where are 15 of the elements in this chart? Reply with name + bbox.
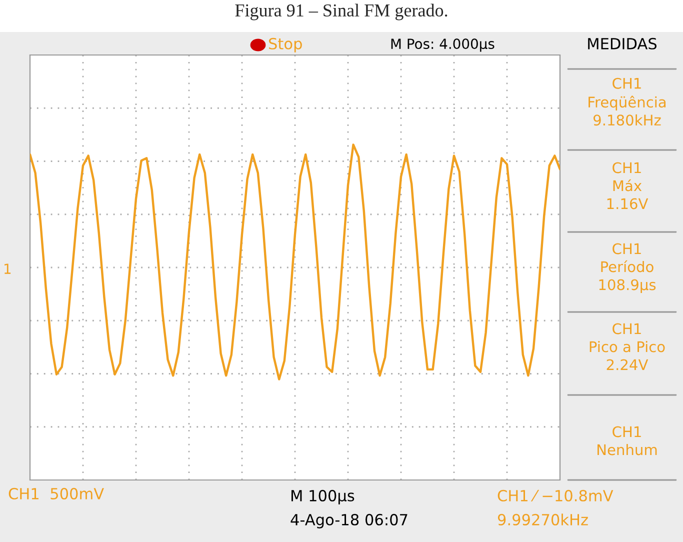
- text: MEDIDAS: [588, 38, 657, 50]
- text: 9.99270kHz: [498, 514, 588, 526]
- text: CH1 Nenhum: [598, 426, 657, 456]
- text: 4-Ago-18 06:07: [290, 514, 408, 528]
- text: CH1 Máx 1.16V: [607, 162, 648, 210]
- text: CH1 Período 108.9µs: [599, 243, 656, 294]
- text: CH1 Freqüência 9.180kHz: [588, 78, 666, 126]
- text: 1: [4, 264, 11, 274]
- text: M Pos: 4.000µs: [391, 38, 494, 52]
- chart-title: Figura 91 – Sinal FM gerado.: [235, 4, 448, 20]
- text: Stop: [269, 38, 302, 52]
- text: M 100µs: [292, 490, 354, 504]
- text: CH1 Pico a Pico 2.24V: [590, 323, 665, 370]
- text: CH1 ⁄ −10.8mV: [498, 490, 614, 502]
- text: CH1 500mV: [8, 488, 104, 500]
